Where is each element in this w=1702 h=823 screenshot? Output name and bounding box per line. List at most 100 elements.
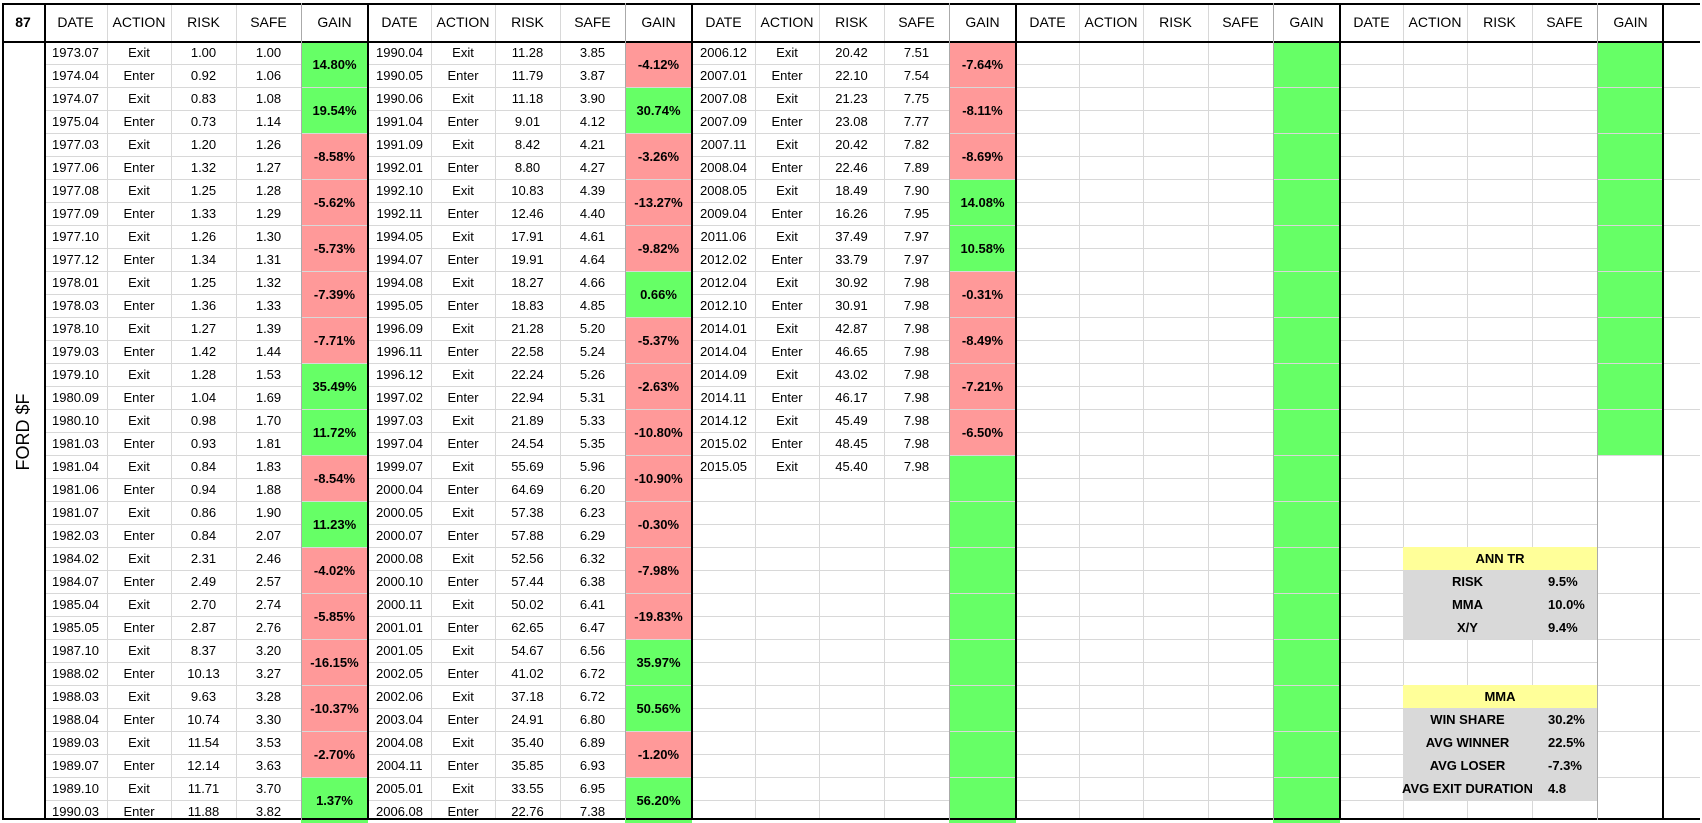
gain-cell[interactable]: [1597, 41, 1664, 87]
cell-safe[interactable]: 1.00: [255, 45, 282, 60]
cell-date[interactable]: 2009.04: [700, 206, 747, 221]
cell-action[interactable]: Enter: [447, 482, 479, 497]
gain-cell[interactable]: [1597, 685, 1664, 731]
cell-action[interactable]: Enter: [447, 114, 479, 129]
cell-action[interactable]: Exit: [776, 229, 798, 244]
cell-date[interactable]: 2007.01: [700, 68, 747, 83]
cell-date[interactable]: 1977.12: [52, 252, 99, 267]
cell-date[interactable]: 1984.07: [52, 574, 99, 589]
cell-safe[interactable]: 3.90: [579, 91, 606, 106]
cell-safe[interactable]: 7.90: [903, 183, 930, 198]
cell-action[interactable]: Enter: [447, 160, 479, 175]
cell-date[interactable]: 1997.04: [376, 436, 423, 451]
cell-safe[interactable]: 7.38: [579, 804, 606, 819]
cell-date[interactable]: 2001.01: [376, 620, 423, 635]
gain-cell[interactable]: [1273, 639, 1340, 685]
cell-safe[interactable]: 1.30: [255, 229, 282, 244]
gain-cell[interactable]: -7.39%: [301, 271, 368, 317]
gain-cell[interactable]: [1273, 363, 1340, 409]
gain-cell[interactable]: -5.73%: [301, 225, 368, 271]
cell-risk[interactable]: 42.87: [835, 321, 868, 336]
gain-cell[interactable]: 14.08%: [949, 179, 1016, 225]
header-risk[interactable]: RISK: [511, 14, 544, 30]
cell-action[interactable]: Enter: [123, 436, 155, 451]
cell-risk[interactable]: 22.76: [511, 804, 544, 819]
cell-date[interactable]: 2005.01: [376, 781, 423, 796]
cell-date[interactable]: 1975.04: [52, 114, 99, 129]
cell-safe[interactable]: 5.24: [579, 344, 606, 359]
cell-date[interactable]: 2000.05: [376, 505, 423, 520]
cell-date[interactable]: 1991.04: [376, 114, 423, 129]
cell-safe[interactable]: 6.47: [579, 620, 606, 635]
cell-safe[interactable]: 1.08: [255, 91, 282, 106]
cell-action[interactable]: Exit: [128, 551, 150, 566]
cell-date[interactable]: 1992.10: [376, 183, 423, 198]
cell-safe[interactable]: 7.98: [903, 344, 930, 359]
cell-action[interactable]: Enter: [447, 620, 479, 635]
cell-action[interactable]: Enter: [123, 804, 155, 819]
header-gain[interactable]: GAIN: [317, 14, 352, 30]
cell-risk[interactable]: 1.26: [190, 229, 217, 244]
cell-action[interactable]: Enter: [447, 390, 479, 405]
cell-date[interactable]: 1997.03: [376, 413, 423, 428]
cell-action[interactable]: Exit: [776, 367, 798, 382]
cell-risk[interactable]: 22.58: [511, 344, 544, 359]
cell-action[interactable]: Exit: [452, 137, 474, 152]
cell-action[interactable]: Exit: [128, 597, 150, 612]
cell-safe[interactable]: 1.33: [255, 298, 282, 313]
gain-cell[interactable]: [1273, 547, 1340, 593]
cell-action[interactable]: Enter: [123, 298, 155, 313]
cell-risk[interactable]: 12.46: [511, 206, 544, 221]
cell-date[interactable]: 1987.10: [52, 643, 99, 658]
cell-risk[interactable]: 52.56: [511, 551, 544, 566]
cell-risk[interactable]: 20.42: [835, 45, 868, 60]
cell-safe[interactable]: 4.64: [579, 252, 606, 267]
cell-date[interactable]: 1981.06: [52, 482, 99, 497]
cell-action[interactable]: Exit: [452, 551, 474, 566]
cell-action[interactable]: Enter: [447, 574, 479, 589]
cell-date[interactable]: 1980.10: [52, 413, 99, 428]
cell-date[interactable]: 1977.06: [52, 160, 99, 175]
header-action[interactable]: ACTION: [436, 14, 490, 30]
gain-cell[interactable]: [1597, 179, 1664, 225]
cell-action[interactable]: Exit: [128, 505, 150, 520]
cell-action[interactable]: Enter: [123, 528, 155, 543]
cell-action[interactable]: Exit: [776, 275, 798, 290]
cell-action[interactable]: Exit: [452, 597, 474, 612]
cell-safe[interactable]: 1.26: [255, 137, 282, 152]
header-safe[interactable]: SAFE: [574, 14, 611, 30]
cell-safe[interactable]: 4.21: [579, 137, 606, 152]
cell-risk[interactable]: 2.31: [190, 551, 217, 566]
cell-risk[interactable]: 33.55: [511, 781, 544, 796]
cell-date[interactable]: 2003.04: [376, 712, 423, 727]
cell-date[interactable]: 1991.09: [376, 137, 423, 152]
cell-date[interactable]: 1990.03: [52, 804, 99, 819]
cell-risk[interactable]: 21.23: [835, 91, 868, 106]
gain-cell[interactable]: [1273, 685, 1340, 731]
cell-risk[interactable]: 1.25: [190, 275, 217, 290]
cell-action[interactable]: Enter: [123, 68, 155, 83]
cell-risk[interactable]: 1.04: [190, 390, 217, 405]
cell-safe[interactable]: 1.32: [255, 275, 282, 290]
gain-cell[interactable]: -7.71%: [301, 317, 368, 363]
gain-cell[interactable]: [1597, 133, 1664, 179]
cell-risk[interactable]: 0.84: [190, 459, 217, 474]
cell-action[interactable]: Enter: [123, 390, 155, 405]
cell-risk[interactable]: 19.91: [511, 252, 544, 267]
cell-safe[interactable]: 7.75: [903, 91, 930, 106]
cell-action[interactable]: Exit: [452, 45, 474, 60]
cell-date[interactable]: 2014.11: [700, 390, 747, 405]
gain-cell[interactable]: [949, 731, 1016, 777]
cell-action[interactable]: Enter: [123, 160, 155, 175]
cell-safe[interactable]: 6.38: [579, 574, 606, 589]
cell-date[interactable]: 1977.10: [52, 229, 99, 244]
cell-safe[interactable]: 7.98: [903, 390, 930, 405]
cell-risk[interactable]: 30.91: [835, 298, 868, 313]
cell-action[interactable]: Exit: [128, 183, 150, 198]
cell-date[interactable]: 1977.08: [52, 183, 99, 198]
cell-action[interactable]: Enter: [123, 620, 155, 635]
cell-safe[interactable]: 3.82: [255, 804, 282, 819]
cell-action[interactable]: Enter: [447, 804, 479, 819]
cell-action[interactable]: Exit: [128, 689, 150, 704]
cell-action[interactable]: Enter: [123, 666, 155, 681]
